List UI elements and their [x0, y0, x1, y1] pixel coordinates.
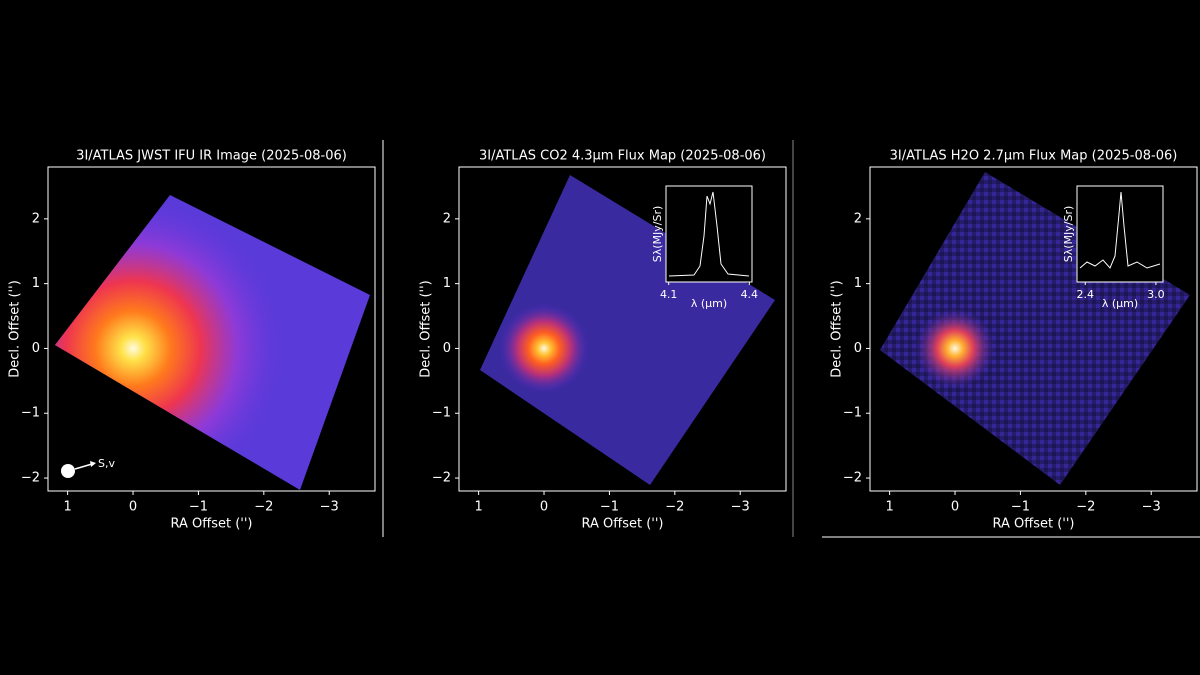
panel-title: 3I/ATLAS H2O 2.7µm Flux Map (2025-08-06) [890, 149, 1178, 164]
y-tick-label: −1 [432, 406, 451, 421]
inset: 4.1 4.4 λ (µm) Sλ(MJy/Sr) [651, 185, 759, 310]
y-tick-label: 2 [854, 211, 862, 226]
nucleus-glow [499, 303, 590, 394]
inset-y-label: Sλ(MJy/Sr) [651, 206, 664, 263]
y-tick-label: 1 [32, 276, 40, 291]
inset: 2.4 3.0 λ (µm) Sλ(MJy/Sr) [1062, 185, 1165, 310]
panel-title: 3I/ATLAS CO2 4.3µm Flux Map (2025-08-06) [479, 149, 766, 164]
emission-region [480, 175, 775, 485]
spectrum [1079, 191, 1161, 269]
x-tick-label: −3 [1142, 500, 1161, 515]
x-axis-label: RA Offset ('') [581, 517, 663, 532]
axes: 3I/ATLAS H2O 2.7µm Flux Map (2025-08-06)… [830, 149, 1198, 532]
y-axis-label: Decl. Offset ('') [419, 280, 434, 378]
panel: 3I/ATLAS CO2 4.3µm Flux Map (2025-08-06)… [419, 149, 787, 532]
y-tick-label: 0 [443, 341, 451, 356]
nucleus-glow [915, 308, 996, 389]
inset-x-label: λ (µm) [1102, 297, 1138, 310]
y-axis-label: Decl. Offset ('') [830, 280, 845, 378]
x-tick-label: 1 [885, 500, 893, 515]
y-axis-label: Decl. Offset ('') [8, 280, 23, 378]
x-tick-label: 1 [474, 500, 482, 515]
y-tick-label: 2 [32, 211, 40, 226]
x-tick-label: −1 [1011, 500, 1030, 515]
x-tick-label: 0 [129, 500, 137, 515]
panel: 3I/ATLAS H2O 2.7µm Flux Map (2025-08-06)… [830, 149, 1198, 532]
x-tick-label: −3 [731, 500, 750, 515]
inset-x-tick-label: 4.1 [660, 288, 678, 301]
direction-dot [61, 464, 75, 478]
inset-x-tick-label: 3.0 [1147, 288, 1165, 301]
y-tick-label: 0 [854, 341, 862, 356]
plot-frame [47, 166, 376, 492]
y-tick-label: 1 [854, 276, 862, 291]
plot-frame [458, 166, 787, 492]
y-tick-label: 0 [32, 341, 40, 356]
inset-x-label: λ (µm) [691, 297, 727, 310]
annotation: S,v [98, 457, 115, 470]
panel: 3I/ATLAS JWST IFU IR Image (2025-08-06) R… [8, 149, 376, 532]
axes: 3I/ATLAS CO2 4.3µm Flux Map (2025-08-06)… [419, 149, 787, 532]
y-tick-label: −2 [432, 471, 451, 486]
inset-x-tick-label: 4.4 [741, 288, 759, 301]
y-tick-label: −1 [843, 406, 862, 421]
direction-arrow [74, 463, 93, 470]
x-tick-label: −1 [600, 500, 619, 515]
x-tick-label: 1 [63, 500, 71, 515]
spectrum [668, 191, 750, 277]
y-tick-label: −1 [21, 406, 40, 421]
x-axis-label: RA Offset ('') [170, 517, 252, 532]
y-tick-label: 2 [443, 211, 451, 226]
axes: 3I/ATLAS JWST IFU IR Image (2025-08-06) R… [8, 149, 376, 532]
y-tick-label: −2 [843, 471, 862, 486]
x-tick-label: −1 [189, 500, 208, 515]
x-tick-label: −2 [1076, 500, 1095, 515]
y-tick-label: 1 [443, 276, 451, 291]
x-tick-label: 0 [540, 500, 548, 515]
inset-y-label: Sλ(MJy/Sr) [1062, 206, 1075, 263]
inset-x-tick-label: 2.4 [1076, 288, 1094, 301]
arrow-head [90, 461, 96, 467]
x-tick-label: 0 [951, 500, 959, 515]
x-axis-label: RA Offset ('') [992, 517, 1074, 532]
x-tick-label: −2 [665, 500, 684, 515]
x-tick-label: −3 [320, 500, 339, 515]
x-tick-label: −2 [254, 500, 273, 515]
y-tick-label: −2 [21, 471, 40, 486]
panel-title: 3I/ATLAS JWST IFU IR Image (2025-08-06) [76, 149, 347, 164]
plot-frame [869, 166, 1198, 492]
